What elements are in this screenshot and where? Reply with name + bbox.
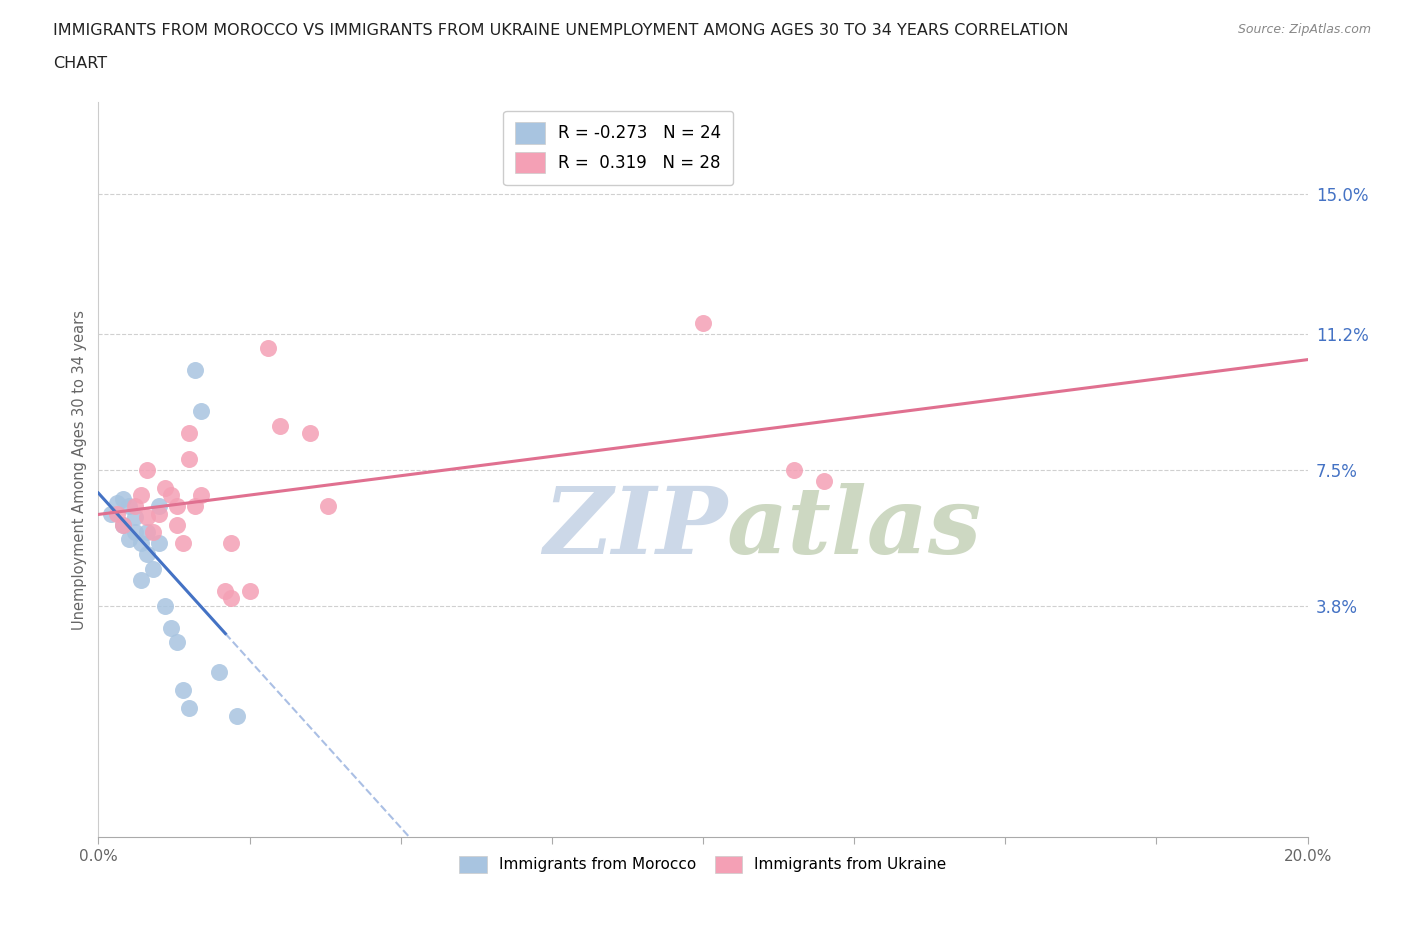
Point	[316, 498, 339, 513]
Text: CHART: CHART	[53, 56, 107, 71]
Point	[118, 498, 141, 513]
Point	[135, 510, 157, 525]
Point	[111, 517, 134, 532]
Point	[190, 488, 212, 503]
Point	[135, 525, 157, 539]
Point	[166, 517, 188, 532]
Point	[124, 498, 146, 513]
Point	[129, 488, 152, 503]
Point	[221, 591, 243, 605]
Point	[142, 562, 165, 577]
Point	[105, 506, 128, 521]
Point	[118, 532, 141, 547]
Point	[179, 701, 201, 716]
Point	[783, 462, 806, 477]
Point	[172, 683, 194, 698]
Point	[124, 525, 146, 539]
Point	[221, 536, 243, 551]
Point	[129, 536, 152, 551]
Point	[269, 418, 291, 433]
Legend: Immigrants from Morocco, Immigrants from Ukraine: Immigrants from Morocco, Immigrants from…	[451, 848, 955, 881]
Point	[129, 573, 152, 588]
Point	[179, 451, 201, 466]
Text: ZIP: ZIP	[543, 484, 727, 574]
Point	[135, 462, 157, 477]
Point	[214, 583, 236, 598]
Point	[256, 341, 278, 356]
Point	[142, 525, 165, 539]
Point	[184, 363, 207, 378]
Point	[208, 664, 231, 679]
Point	[100, 506, 122, 521]
Point	[111, 517, 134, 532]
Point	[160, 488, 183, 503]
Point	[124, 510, 146, 525]
Point	[190, 404, 212, 418]
Point	[105, 496, 128, 511]
Y-axis label: Unemployment Among Ages 30 to 34 years: Unemployment Among Ages 30 to 34 years	[72, 310, 87, 630]
Point	[299, 425, 322, 440]
Point	[179, 425, 201, 440]
Point	[111, 492, 134, 507]
Point	[160, 620, 183, 635]
Point	[148, 498, 170, 513]
Point	[184, 498, 207, 513]
Point	[135, 547, 157, 562]
Point	[239, 583, 262, 598]
Point	[166, 635, 188, 650]
Point	[813, 473, 835, 488]
Text: Source: ZipAtlas.com: Source: ZipAtlas.com	[1237, 23, 1371, 36]
Point	[148, 506, 170, 521]
Text: atlas: atlas	[727, 484, 983, 574]
Point	[692, 315, 714, 330]
Point	[172, 536, 194, 551]
Point	[226, 709, 249, 724]
Point	[153, 481, 176, 496]
Point	[148, 536, 170, 551]
Point	[166, 498, 188, 513]
Point	[153, 598, 176, 613]
Text: IMMIGRANTS FROM MOROCCO VS IMMIGRANTS FROM UKRAINE UNEMPLOYMENT AMONG AGES 30 TO: IMMIGRANTS FROM MOROCCO VS IMMIGRANTS FR…	[53, 23, 1069, 38]
